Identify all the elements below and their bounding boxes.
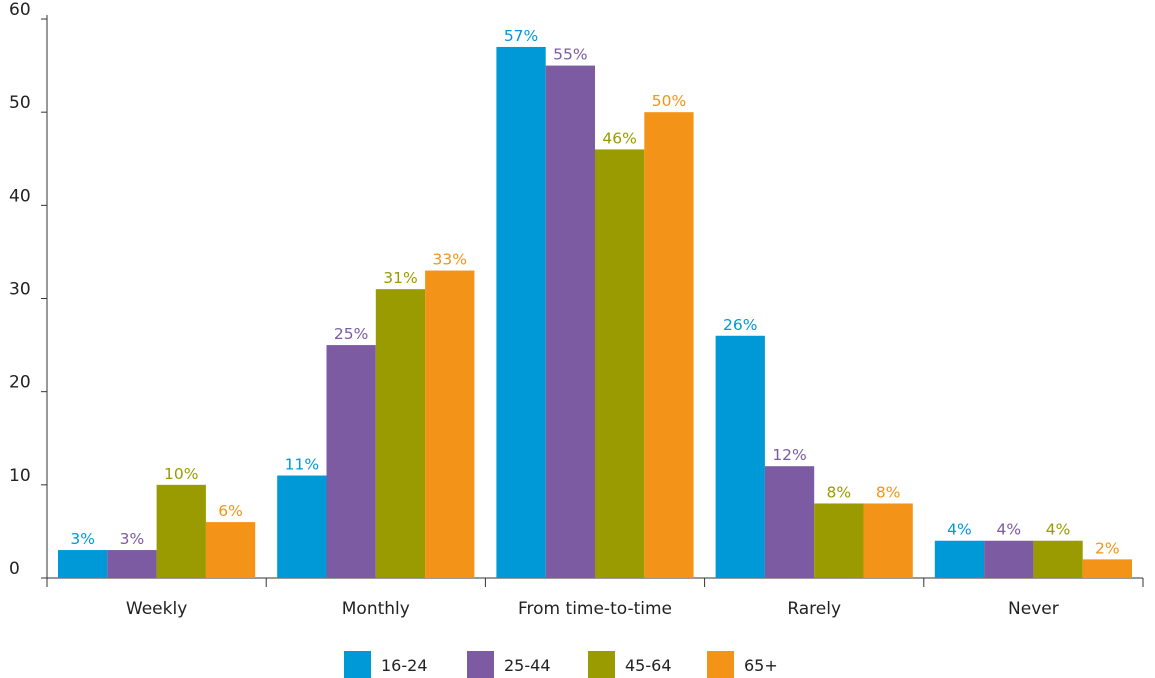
data-label: 31% xyxy=(383,269,417,287)
y-tick-label: 0 xyxy=(9,559,20,579)
data-label: 2% xyxy=(1095,539,1120,557)
x-category-label: Rarely xyxy=(787,599,841,619)
bar xyxy=(326,345,376,578)
y-tick-label: 20 xyxy=(9,373,31,393)
bar xyxy=(156,484,206,578)
data-label: 12% xyxy=(772,446,806,464)
bar xyxy=(425,270,475,578)
bar xyxy=(984,540,1034,578)
data-label: 55% xyxy=(553,46,587,64)
bar xyxy=(764,466,815,578)
bar xyxy=(545,65,595,579)
legend-label: 25-44 xyxy=(504,656,551,675)
y-tick-label: 50 xyxy=(9,93,31,113)
data-label: 33% xyxy=(433,251,467,269)
data-label: 57% xyxy=(504,27,538,45)
legend-swatch xyxy=(588,651,615,678)
bar xyxy=(934,540,985,578)
y-axis: 0 10 20 30 40 50 60 xyxy=(9,0,48,579)
data-label: 8% xyxy=(827,483,852,501)
data-label: 46% xyxy=(602,129,636,147)
x-category-label: Weekly xyxy=(126,599,187,619)
data-label: 3% xyxy=(70,530,95,548)
data-label: 8% xyxy=(876,483,901,501)
x-category-label: Monthly xyxy=(342,599,410,619)
data-labels: 3% 3% 10% 6% 11% 25% 31% 33% 57% 55% 46% 50% 26% 12% 8… xyxy=(70,27,1119,557)
bar xyxy=(595,149,645,578)
bar xyxy=(375,289,426,578)
y-tick-label: 40 xyxy=(9,186,31,206)
legend-swatch xyxy=(344,651,371,678)
bar xyxy=(58,550,108,578)
y-tick-label: 10 xyxy=(9,466,31,486)
bar xyxy=(205,522,256,578)
legend-label: 16-24 xyxy=(381,656,428,675)
legend-label: 45-64 xyxy=(625,656,672,675)
x-category-label: From time-to-time xyxy=(518,599,672,619)
bar xyxy=(814,503,864,578)
data-label: 25% xyxy=(334,325,368,343)
data-label: 3% xyxy=(120,530,145,548)
data-label: 11% xyxy=(285,456,319,474)
legend: 16-24 25-44 45-64 65+ xyxy=(344,651,778,678)
data-label: 4% xyxy=(1046,521,1071,539)
legend-swatch xyxy=(707,651,734,678)
legend-label: 65+ xyxy=(744,656,778,675)
y-tick-label: 60 xyxy=(9,0,31,20)
x-axis: Weekly Monthly From time-to-time Rarely Neve… xyxy=(46,577,1144,619)
legend-swatch xyxy=(467,651,494,678)
bar xyxy=(644,112,694,579)
bar xyxy=(277,475,327,578)
bar xyxy=(715,335,765,578)
data-label: 4% xyxy=(947,521,972,539)
bar xyxy=(1082,559,1132,578)
bar xyxy=(1033,540,1083,578)
bars xyxy=(58,46,1132,579)
bar xyxy=(107,550,157,578)
x-category-label: Never xyxy=(1008,599,1059,619)
data-label: 50% xyxy=(652,92,686,110)
bar xyxy=(863,503,913,578)
data-label: 10% xyxy=(164,465,198,483)
bar xyxy=(496,46,546,578)
data-label: 26% xyxy=(723,316,757,334)
data-label: 6% xyxy=(218,502,243,520)
y-tick-label: 30 xyxy=(9,280,31,300)
data-label: 4% xyxy=(996,521,1021,539)
